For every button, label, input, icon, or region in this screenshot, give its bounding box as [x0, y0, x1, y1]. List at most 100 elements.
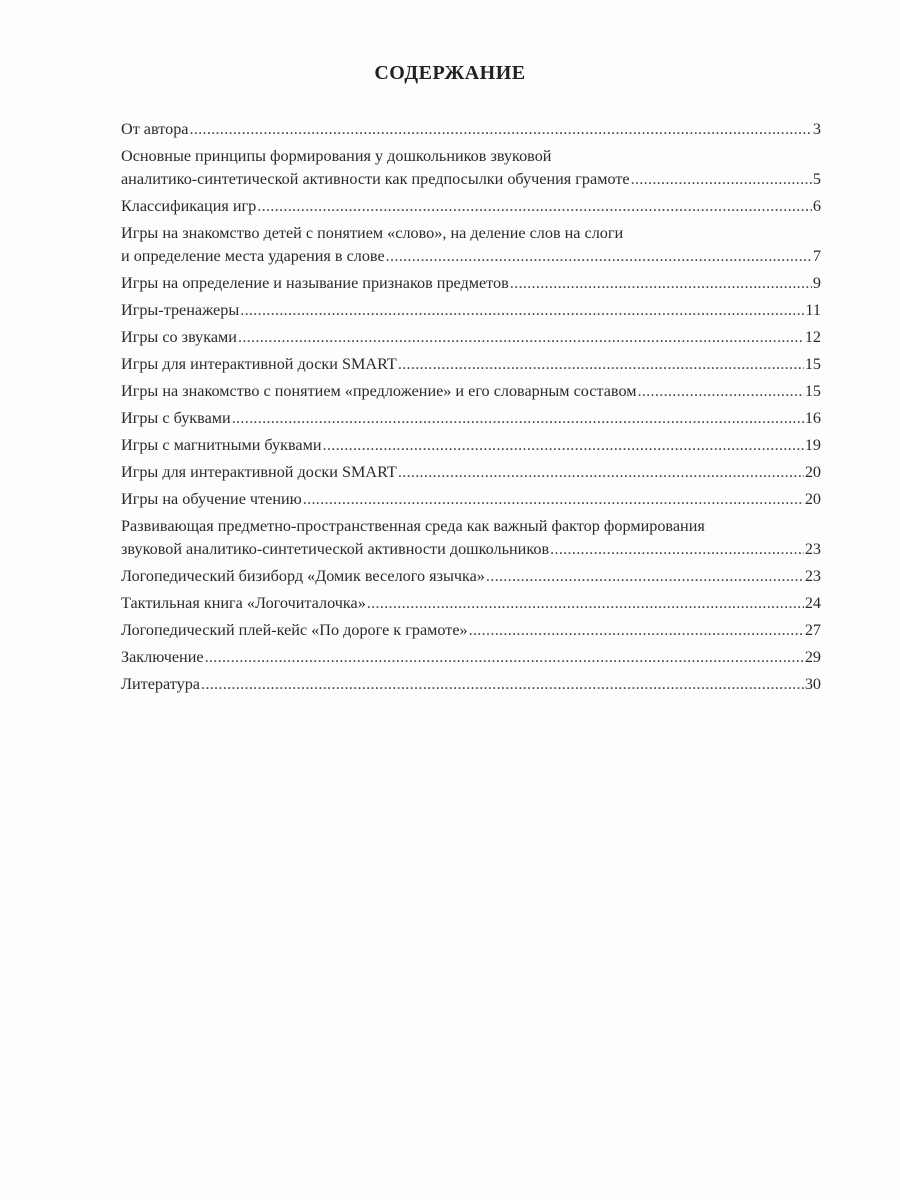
dot-leader — [201, 673, 804, 696]
toc-entry-title-line: Игры с магнитными буквами — [121, 436, 322, 454]
toc-entry-row: Логопедический бизиборд «Домик веселого … — [121, 565, 821, 588]
toc-entry-title-line: Игры на знакомство с понятием «предложен… — [121, 382, 637, 400]
toc-entry-title-line: Литература — [121, 675, 200, 693]
toc-entry-row: Игры со звуками 12 — [121, 326, 821, 349]
dot-leader — [510, 272, 812, 295]
toc-page-number: 6 — [812, 197, 821, 215]
toc-entry-row: Классификация игр 6 — [121, 195, 821, 218]
toc-entry: Игры для интерактивной доски SMART 15 — [121, 353, 821, 376]
toc-entry: Тактильная книга «Логочиталочка» 24 — [121, 592, 821, 615]
toc-entry-title-line: Классификация игр — [121, 197, 257, 215]
toc-page-number: 23 — [804, 540, 821, 558]
toc-entry: Литература 30 — [121, 673, 821, 696]
toc-entry: Игры на знакомство с понятием «предложен… — [121, 380, 821, 403]
toc-entry: Игры с буквами 16 — [121, 407, 821, 430]
dot-leader — [303, 488, 804, 511]
toc-entry-title-line: Игры со звуками — [121, 328, 237, 346]
toc-page-number: 30 — [804, 675, 821, 693]
toc-entry-row: и определение места ударения в слове 7 — [121, 245, 821, 268]
toc-entry-title-line: Игры на определение и называние признако… — [121, 274, 509, 292]
toc-page-number: 15 — [804, 382, 821, 400]
toc-page-number: 11 — [805, 301, 821, 319]
toc-entry-row: Тактильная книга «Логочиталочка» 24 — [121, 592, 821, 615]
toc-page-number: 23 — [804, 567, 821, 585]
toc-page-number: 5 — [812, 170, 821, 188]
toc-entry: Заключение 29 — [121, 646, 821, 669]
toc-page-number: 29 — [804, 648, 821, 666]
toc-page-number: 3 — [812, 120, 821, 138]
toc-entry: Игры с магнитными буквами 19 — [121, 434, 821, 457]
dot-leader — [240, 299, 804, 322]
dot-leader — [469, 619, 804, 642]
dot-leader — [550, 538, 804, 561]
dot-leader — [486, 565, 804, 588]
toc-entry: Логопедический бизиборд «Домик веселого … — [121, 565, 821, 588]
toc-entry-title-line: Игры на знакомство детей с понятием «сло… — [121, 224, 624, 242]
dot-leader — [398, 353, 804, 376]
toc-entry-title-line: Тактильная книга «Логочиталочка» — [121, 594, 366, 612]
dot-leader — [386, 245, 812, 268]
toc-entry: Игры-тренажеры 11 — [121, 299, 821, 322]
dot-leader — [323, 434, 804, 457]
toc-entry: Основные принципы формирования у дошколь… — [121, 145, 821, 191]
toc-entry-row: Логопедический плей-кейс «По дороге к гр… — [121, 619, 821, 642]
toc-entry-row: Заключение 29 — [121, 646, 821, 669]
dot-leader — [238, 326, 804, 349]
toc-page-number: 20 — [804, 463, 821, 481]
dot-leader — [205, 646, 804, 669]
dot-leader — [189, 118, 811, 141]
toc-entry-title-line: Логопедический плей-кейс «По дороге к гр… — [121, 621, 468, 639]
toc-entry-title-line: Заключение — [121, 648, 204, 666]
dot-leader — [257, 195, 812, 218]
toc-entry: Игры для интерактивной доски SMART 20 — [121, 461, 821, 484]
toc-entry-title-line: аналитико-синтетической активности как п… — [121, 170, 630, 188]
toc-entry-row: От автора 3 — [121, 118, 821, 141]
dot-leader — [398, 461, 804, 484]
dot-leader — [367, 592, 804, 615]
toc-page-number: 19 — [804, 436, 821, 454]
toc-entry-row: Игры с буквами 16 — [121, 407, 821, 430]
toc-entry-row: Игры на определение и называние признако… — [121, 272, 821, 295]
toc-entry-row: звуковой аналитико-синтетической активно… — [121, 538, 821, 561]
toc-entry-row: Игры для интерактивной доски SMART 15 — [121, 353, 821, 376]
toc-page-number: 7 — [812, 247, 821, 265]
toc-entry-title-line: Логопедический бизиборд «Домик веселого … — [121, 567, 485, 585]
toc-entry-title-line: и определение места ударения в слове — [121, 247, 385, 265]
toc-page-number: 16 — [804, 409, 821, 427]
toc-entry-row: Литература 30 — [121, 673, 821, 696]
toc-entry-row: Игры на обучение чтению 20 — [121, 488, 821, 511]
toc-entry-row: аналитико-синтетической активности как п… — [121, 168, 821, 191]
toc-entry: Игры на обучение чтению 20 — [121, 488, 821, 511]
toc-entry-title-line: Развивающая предметно-пространственная с… — [121, 517, 705, 535]
toc-entry-row: Игры с магнитными буквами 19 — [121, 434, 821, 457]
toc-entry: Игры со звуками 12 — [121, 326, 821, 349]
toc-entry-title-line: От автора — [121, 120, 189, 138]
toc-entry-row: Игры на знакомство с понятием «предложен… — [121, 380, 821, 403]
toc-entry: Логопедический плей-кейс «По дороге к гр… — [121, 619, 821, 642]
dot-leader — [637, 380, 803, 403]
toc-entry-title-line: Основные принципы формирования у дошколь… — [121, 147, 552, 165]
toc-entry-title-line: Игры с буквами — [121, 409, 231, 427]
toc-page-number: 12 — [804, 328, 821, 346]
toc-page-number: 24 — [804, 594, 821, 612]
toc-entry-row: Игры-тренажеры 11 — [121, 299, 821, 322]
table-of-contents: От автора 3 Основные принципы формирования… — [121, 118, 821, 700]
toc-entry-title-line: Игры для интерактивной доски SMART — [121, 463, 397, 481]
toc-page-number: 27 — [804, 621, 821, 639]
toc-entry-row: Игры для интерактивной доски SMART 20 — [121, 461, 821, 484]
toc-page-number: 9 — [812, 274, 821, 292]
toc-page-number: 15 — [804, 355, 821, 373]
dot-leader — [631, 168, 812, 191]
toc-entry: От автора 3 — [121, 118, 821, 141]
dot-leader — [232, 407, 804, 430]
toc-page-number: 20 — [804, 490, 821, 508]
toc-entry-title-line: Игры на обучение чтению — [121, 490, 302, 508]
toc-entry: Игры на определение и называние признако… — [121, 272, 821, 295]
toc-entry-title-line: Игры для интерактивной доски SMART — [121, 355, 397, 373]
page-title: СОДЕРЖАНИЕ — [374, 62, 526, 84]
toc-entry: Классификация игр 6 — [121, 195, 821, 218]
toc-entry: Развивающая предметно-пространственная с… — [121, 515, 821, 561]
toc-entry: Игры на знакомство детей с понятием «сло… — [121, 222, 821, 268]
toc-entry-title-line: Игры-тренажеры — [121, 301, 240, 319]
toc-entry-title-line: звуковой аналитико-синтетической активно… — [121, 540, 550, 558]
